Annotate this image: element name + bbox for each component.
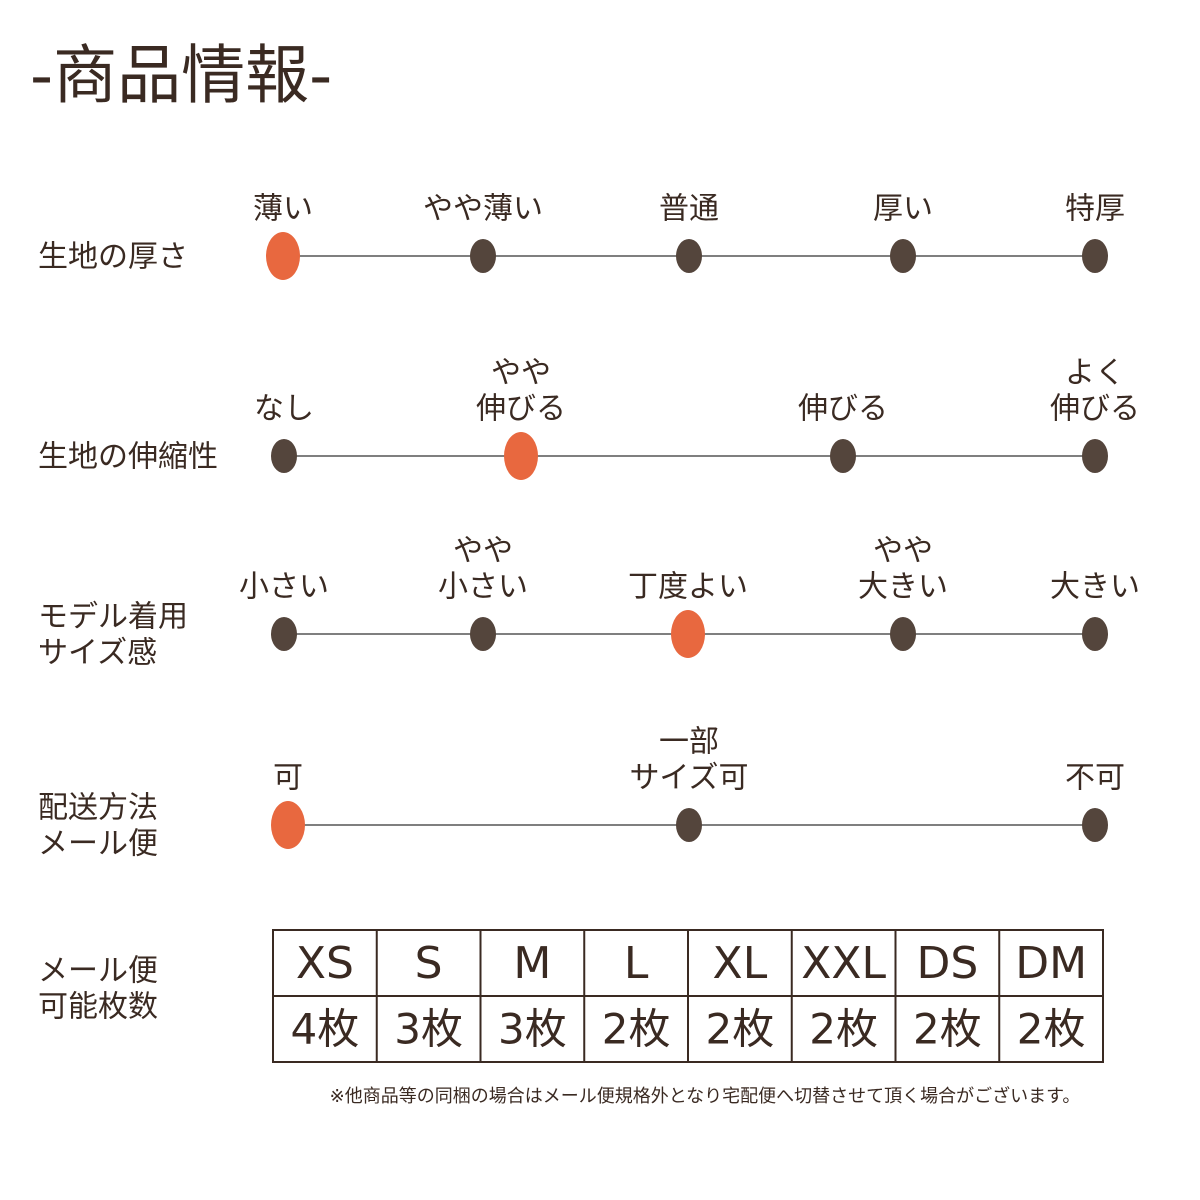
option-label: 伸びる bbox=[1050, 392, 1140, 427]
selected-dot bbox=[271, 801, 305, 849]
option-label: 一部 bbox=[659, 725, 719, 760]
option-label: やや bbox=[453, 534, 513, 569]
dot bbox=[676, 239, 702, 273]
dot bbox=[1082, 808, 1108, 842]
dot bbox=[676, 808, 702, 842]
option-label: 可 bbox=[273, 761, 303, 796]
table-header: XS bbox=[296, 938, 354, 989]
dot bbox=[830, 439, 856, 473]
option-label: やや bbox=[873, 534, 933, 569]
option-label: なし bbox=[254, 392, 314, 427]
table-header: XL bbox=[713, 938, 768, 989]
option-label: 丁度よい bbox=[628, 570, 748, 605]
dot bbox=[271, 439, 297, 473]
row-label: 生地の伸縮性 bbox=[38, 440, 218, 475]
dot bbox=[470, 239, 496, 273]
table-cell: 2枚 bbox=[602, 1005, 671, 1054]
row-label: 配送方法 bbox=[38, 791, 158, 826]
option-label: やや bbox=[491, 356, 551, 391]
page-title: -商品情報- bbox=[30, 40, 332, 114]
selected-dot bbox=[504, 432, 538, 480]
table-header: S bbox=[415, 938, 443, 989]
table-cell: 2枚 bbox=[913, 1005, 982, 1054]
table-cell: 4枚 bbox=[291, 1005, 360, 1054]
table-header: XXL bbox=[801, 938, 886, 989]
dot bbox=[1082, 617, 1108, 651]
dot bbox=[271, 617, 297, 651]
option-label: サイズ可 bbox=[629, 761, 748, 796]
table-header: M bbox=[513, 938, 551, 989]
option-label: 小さい bbox=[239, 570, 329, 605]
option-label: 大きい bbox=[858, 570, 948, 605]
dot bbox=[1082, 239, 1108, 273]
row-label: サイズ感 bbox=[38, 636, 157, 671]
option-label: 不可 bbox=[1065, 761, 1125, 796]
option-label: よく bbox=[1065, 356, 1125, 391]
row-label: モデル着用 bbox=[38, 600, 188, 635]
selected-dot bbox=[671, 610, 705, 658]
row-label: メール便 bbox=[38, 827, 158, 862]
option-label: 厚い bbox=[873, 192, 933, 227]
table-label: メール便 bbox=[38, 954, 158, 989]
table-cell: 3枚 bbox=[498, 1005, 567, 1054]
option-label: 薄い bbox=[253, 192, 313, 227]
table-header: DS bbox=[916, 938, 978, 989]
table-cell: 2枚 bbox=[809, 1005, 878, 1054]
option-label: 小さい bbox=[438, 570, 528, 605]
option-label: 伸びる bbox=[476, 392, 566, 427]
option-label: 大きい bbox=[1050, 570, 1140, 605]
table-label: 可能枚数 bbox=[38, 990, 158, 1025]
table-header: DM bbox=[1015, 938, 1087, 989]
option-label: 特厚 bbox=[1065, 192, 1125, 227]
table-header: L bbox=[624, 938, 649, 989]
option-label: やや薄い bbox=[423, 192, 543, 227]
row-label: 生地の厚さ bbox=[38, 240, 188, 275]
footnote: ※他商品等の同梱の場合はメール便規格外となり宅配便へ切替させて頂く場合がございま… bbox=[330, 1085, 1081, 1107]
table-cell: 2枚 bbox=[1017, 1005, 1086, 1054]
option-label: 伸びる bbox=[798, 392, 888, 427]
table-cell: 2枚 bbox=[706, 1005, 775, 1054]
option-label: 普通 bbox=[659, 192, 719, 227]
table-cell: 3枚 bbox=[394, 1005, 463, 1054]
selected-dot bbox=[266, 232, 300, 280]
dot bbox=[470, 617, 496, 651]
dot bbox=[1082, 439, 1108, 473]
dot bbox=[890, 239, 916, 273]
dot bbox=[890, 617, 916, 651]
